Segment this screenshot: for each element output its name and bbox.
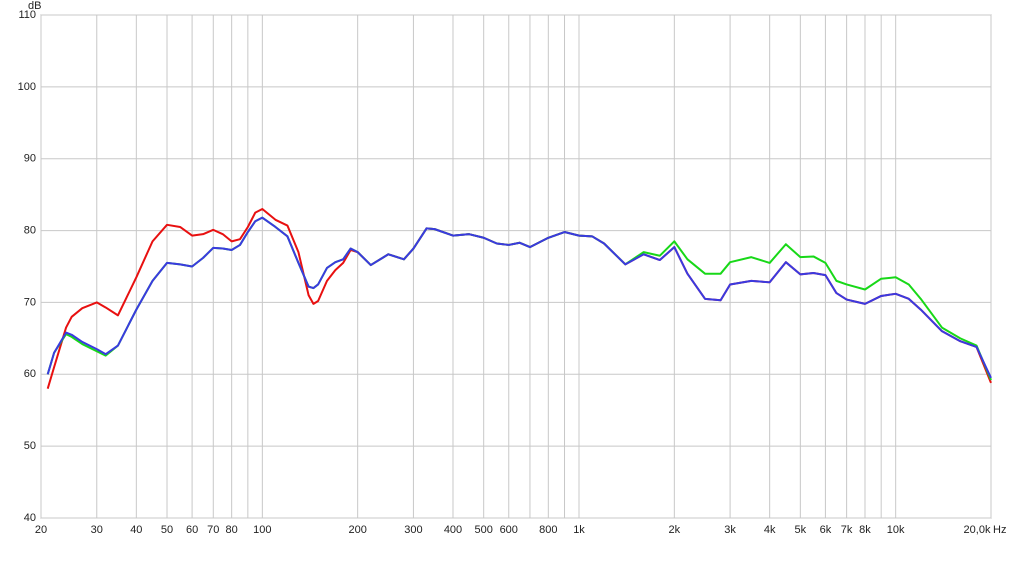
x-tick-label: 800 bbox=[539, 524, 557, 536]
x-tick-label: 50 bbox=[161, 524, 173, 536]
y-tick-label: 60 bbox=[24, 368, 36, 380]
x-tick-label: 2k bbox=[669, 524, 681, 536]
x-tick-label: 30 bbox=[91, 524, 103, 536]
x-tick-label: 500 bbox=[475, 524, 493, 536]
x-tick-label: 8k bbox=[859, 524, 871, 536]
series-line bbox=[46, 216, 992, 379]
x-tick-label: 80 bbox=[226, 524, 238, 536]
y-tick-label: 100 bbox=[18, 81, 36, 93]
x-tick-label: 3k bbox=[724, 524, 736, 536]
x-tick-label: 7k bbox=[841, 524, 853, 536]
y-tick-label: 40 bbox=[24, 512, 36, 524]
x-tick-label: 60 bbox=[186, 524, 198, 536]
x-tick-label: 70 bbox=[207, 524, 219, 536]
x-tick-label: 5k bbox=[795, 524, 807, 536]
x-tick-label: 20 bbox=[35, 524, 47, 536]
y-tick-label: 70 bbox=[24, 296, 36, 308]
x-tick-label: 200 bbox=[348, 524, 366, 536]
x-axis-label: Hz bbox=[993, 524, 1006, 536]
plot-area bbox=[40, 14, 992, 519]
y-axis-label: dB bbox=[28, 0, 41, 12]
x-tick-label: 300 bbox=[404, 524, 422, 536]
x-tick-label: 4k bbox=[764, 524, 776, 536]
x-tick-label: 100 bbox=[253, 524, 271, 536]
y-tick-label: 90 bbox=[24, 153, 36, 165]
y-tick-label: 110 bbox=[18, 9, 36, 21]
x-tick-label: 10k bbox=[887, 524, 905, 536]
x-tick-label: 400 bbox=[444, 524, 462, 536]
x-tick-label: 600 bbox=[500, 524, 518, 536]
y-tick-label: 80 bbox=[24, 224, 36, 236]
x-tick-label: 6k bbox=[820, 524, 832, 536]
y-tick-label: 50 bbox=[24, 440, 36, 452]
x-tick-label: 20,0k bbox=[964, 524, 991, 536]
x-tick-label: 1k bbox=[573, 524, 585, 536]
x-tick-label: 40 bbox=[130, 524, 142, 536]
